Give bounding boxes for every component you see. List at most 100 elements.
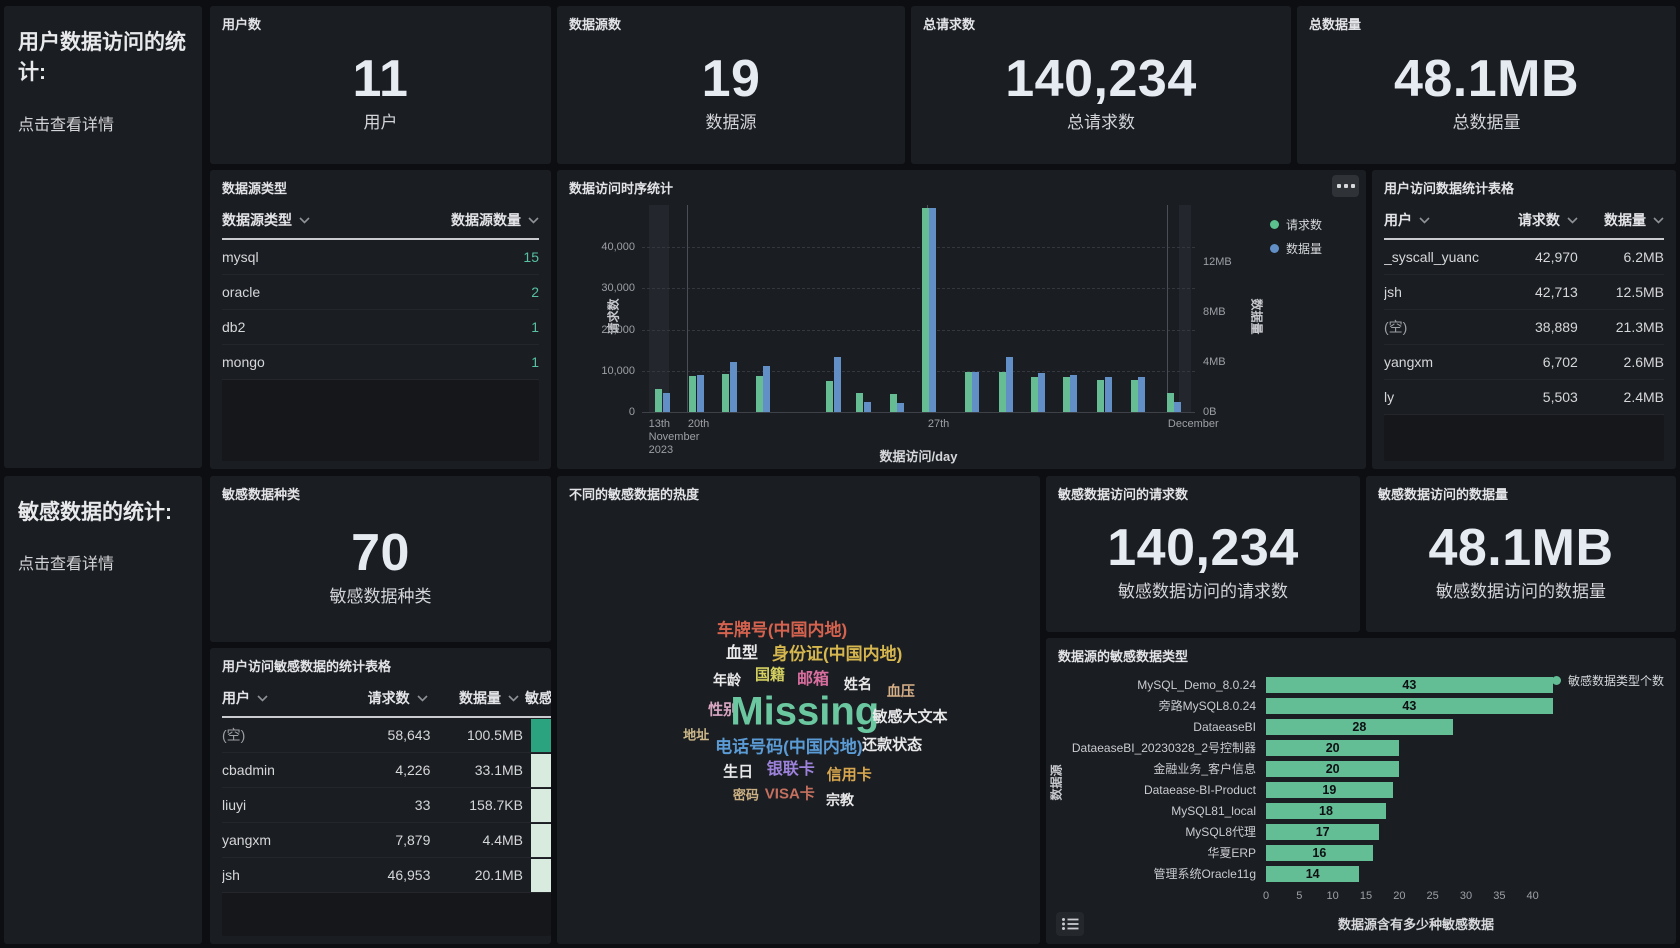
- panel-title[interactable]: 用户访问敏感数据的统计表格: [222, 659, 392, 674]
- bar-row: MySQL81_local 18: [1058, 800, 1566, 821]
- bar-data: [1070, 374, 1078, 412]
- table-row: jsh 46,953 20.1MB: [222, 858, 551, 893]
- x-tick-label: 35: [1493, 890, 1506, 902]
- stat-value: 70: [351, 524, 410, 583]
- panel-title[interactable]: 不同的敏感数据的热度: [569, 487, 700, 502]
- cell-color-swatch: [530, 858, 551, 892]
- gridline: [642, 370, 1195, 372]
- column-header-requests[interactable]: 请求数: [336, 688, 428, 708]
- bar-row: 旁路MySQL8.0.24 43: [1058, 695, 1566, 716]
- table-row: db2 1: [222, 310, 539, 345]
- x-tick-label: 10: [1326, 890, 1339, 902]
- view-details-link-sensitive[interactable]: 点击查看详情: [18, 556, 115, 574]
- wordcloud-word: 宗教: [826, 791, 855, 808]
- bar-row: DataeaseBI_20230328_2号控制器 20: [1058, 737, 1566, 758]
- table-row: ly 5,503 2.4MB: [1384, 380, 1664, 415]
- stat-label: 总请求数: [1067, 112, 1135, 132]
- panel-title[interactable]: 总请求数: [923, 17, 976, 32]
- bar-track: 19: [1266, 781, 1566, 798]
- x-tick-label: 13th: [648, 418, 671, 430]
- column-header-requests[interactable]: 请求数: [1492, 210, 1578, 230]
- cell-color-swatch: [530, 788, 551, 822]
- stat-panel-sensitive-requests: 敏感数据访问的请求数 140,234 敏感数据访问的请求数: [1046, 476, 1360, 632]
- cell-requests: 38,889: [1535, 319, 1578, 335]
- stat-panel-sensitive-kinds: 敏感数据种类 70 敏感数据种类: [210, 476, 551, 642]
- bar-data: [863, 402, 871, 412]
- panel-title[interactable]: 数据源数: [569, 17, 622, 32]
- panel-title[interactable]: 敏感数据访问的请求数: [1058, 487, 1189, 502]
- bar-value-label: 28: [1352, 719, 1367, 734]
- section-heading-user-stats: 用户数据访问的统计:: [18, 31, 186, 85]
- wordcloud-word: 还款状态: [862, 736, 923, 754]
- panel-title[interactable]: 数据访问时序统计: [569, 181, 674, 196]
- table-row: mysql 15: [222, 240, 539, 275]
- y-tick-left: 10,000: [601, 364, 635, 377]
- panel-title[interactable]: 总数据量: [1309, 17, 1362, 32]
- cell-requests: 46,953: [387, 867, 431, 883]
- x-tick-label: November: [648, 431, 700, 443]
- category-label: DataeaseBI: [1193, 719, 1256, 734]
- list-icon[interactable]: [1056, 912, 1084, 936]
- column-header-data[interactable]: 数据量: [1578, 210, 1664, 230]
- chart-legend: 敏感数据类型个数: [1551, 672, 1664, 689]
- bar-data: [833, 357, 841, 412]
- bar-value-label: 19: [1322, 782, 1337, 797]
- bar-track: 20: [1266, 739, 1566, 756]
- y-tick-right: 12MB: [1203, 256, 1232, 269]
- category-label: 金融业务_客户信息: [1153, 762, 1256, 776]
- category-label: MySQL_Demo_8.0.24: [1137, 677, 1256, 692]
- bar-row: Dataease-BI-Product 19: [1058, 779, 1566, 800]
- table-row: (空) 58,643 100.5MB: [222, 718, 551, 753]
- panel-title[interactable]: 敏感数据访问的数据量: [1378, 487, 1509, 502]
- bar-track: 43: [1266, 697, 1566, 714]
- bar-data: [1104, 377, 1112, 412]
- bar-data: [897, 403, 905, 412]
- column-header-user[interactable]: 用户: [1384, 210, 1492, 230]
- table-row: oracle 2: [222, 275, 539, 310]
- bar-data: [696, 374, 704, 412]
- bar: 43: [1266, 697, 1553, 714]
- out-of-range-band: [649, 205, 670, 412]
- wordcloud: 车牌号(中国内地) 血型 身份证(中国内地) 年龄 国籍 邮箱 姓名 血压 性别 Missing 敏…: [557, 476, 1040, 944]
- stat-value: 140,234: [1005, 50, 1197, 109]
- y-tick-left: 0: [628, 406, 635, 418]
- category-label: MySQL8代理: [1185, 825, 1256, 839]
- cell-data: 12.5MB: [1615, 284, 1664, 300]
- bar: 16: [1266, 844, 1373, 861]
- column-header-data[interactable]: 数据量: [428, 688, 519, 708]
- panel-title[interactable]: 数据源类型: [222, 181, 288, 196]
- cell-requests: 42,713: [1535, 284, 1578, 300]
- bar: 18: [1266, 802, 1386, 819]
- panel-title[interactable]: 用户访问数据统计表格: [1384, 181, 1515, 196]
- legend-item[interactable]: 敏感数据类型个数: [1551, 672, 1664, 689]
- panel-title[interactable]: 用户数: [222, 17, 262, 32]
- legend-label: 请求数: [1286, 218, 1323, 232]
- legend-item[interactable]: 数据量: [1270, 240, 1322, 257]
- cell-data: 2.4MB: [1623, 389, 1664, 405]
- wordcloud-word: 车牌号(中国内地): [716, 620, 848, 640]
- view-details-link-user[interactable]: 点击查看详情: [18, 116, 115, 134]
- cell-color-swatch: [530, 718, 551, 752]
- column-header-user[interactable]: 用户: [222, 688, 336, 708]
- column-header-type[interactable]: 数据源类型: [222, 210, 398, 230]
- panel-menu-icon[interactable]: [1332, 175, 1359, 197]
- panel-title[interactable]: 数据源的敏感数据类型: [1058, 649, 1189, 664]
- bar: 20: [1266, 760, 1400, 777]
- category-label: 华夏ERP: [1207, 846, 1256, 860]
- x-axis-title: 数据访问/day: [879, 449, 958, 464]
- bar: 43: [1266, 676, 1553, 693]
- stat-value: 19: [701, 50, 761, 109]
- cell-requests: 4,226: [395, 762, 431, 778]
- chevron-down-icon: [528, 216, 539, 224]
- column-header-count[interactable]: 数据源数量: [398, 210, 539, 230]
- wordcloud-word: 姓名: [843, 675, 872, 692]
- text-panel-user-stats: 用户数据访问的统计: 点击查看详情: [4, 6, 202, 468]
- panel-title[interactable]: 敏感数据种类: [222, 487, 301, 502]
- legend-label: 数据量: [1286, 242, 1323, 256]
- stat-label: 用户: [363, 112, 398, 132]
- table-empty-area: [222, 380, 539, 461]
- column-header-sensitive[interactable]: 敏感: [525, 690, 551, 706]
- bar-requests: [722, 373, 730, 412]
- legend-item[interactable]: 请求数: [1270, 216, 1322, 233]
- bar-value-label: 43: [1402, 698, 1417, 713]
